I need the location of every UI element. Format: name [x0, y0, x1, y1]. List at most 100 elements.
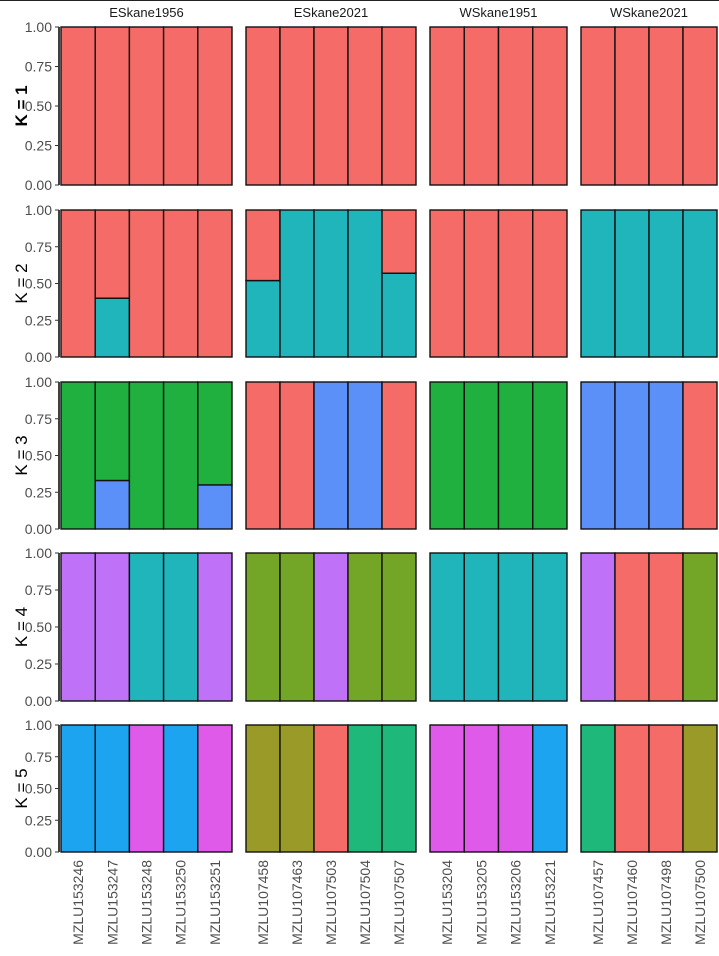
- row-label: K = 2: [12, 263, 31, 303]
- y-tick-label: 1.00: [25, 374, 52, 390]
- x-tick-label: MZLU107503: [323, 860, 339, 945]
- bar-segment-green: [162, 381, 199, 530]
- bar-segment-cyan: [429, 552, 465, 702]
- bar-segment-green: [532, 381, 568, 530]
- bar-segment-green: [463, 381, 500, 530]
- x-tick-label: MZLU107460: [624, 860, 640, 945]
- bar-segment-red: [128, 26, 165, 186]
- y-tick-label: 0.00: [25, 177, 52, 193]
- y-tick-label: 0.25: [25, 812, 52, 828]
- bar-segment-cyan: [532, 552, 568, 702]
- bar-segment-blue: [580, 381, 616, 530]
- bar-segment-cyan: [381, 272, 417, 358]
- bar-segment-red: [463, 26, 500, 186]
- bar-segment-red: [162, 26, 199, 186]
- y-tick-label: 0.25: [25, 484, 52, 500]
- facet-title: WSkane1951: [459, 5, 537, 20]
- bar-segment-purple: [94, 552, 131, 702]
- bar-segment-red: [532, 209, 568, 358]
- facet-title: ESkane1956: [109, 5, 183, 20]
- bar-segment-red: [682, 26, 718, 186]
- bar-segment-skyblue: [60, 724, 96, 853]
- x-tick-label: MZLU153247: [104, 860, 120, 945]
- x-tick-label: MZLU107504: [357, 860, 373, 945]
- bar-segment-olive: [381, 552, 417, 702]
- bar-segment-cyan: [279, 209, 315, 358]
- bar-segment-skyblue: [94, 724, 131, 853]
- bar-segment-mustard: [279, 724, 315, 853]
- bar-segment-purple: [313, 552, 349, 702]
- row-label: K = 5: [12, 768, 31, 808]
- bar-segment-magenta: [128, 724, 165, 853]
- bar-segment-magenta: [463, 724, 500, 853]
- row-label: K = 4: [12, 607, 31, 647]
- bar-segment-red: [497, 26, 534, 186]
- bar-segment-red: [381, 381, 417, 530]
- y-tick-label: 0.00: [25, 521, 52, 537]
- bar-segment-cyan: [313, 209, 349, 358]
- bar-segment-red: [279, 26, 315, 186]
- bar-segment-cyan: [347, 209, 383, 358]
- bar-segment-red: [197, 26, 233, 186]
- bar-segment-blue: [614, 381, 650, 530]
- bar-segment-cyan: [463, 552, 500, 702]
- y-tick-label: 1.00: [25, 717, 52, 733]
- bar-segment-magenta: [497, 724, 534, 853]
- bar-segment-red: [463, 209, 500, 358]
- bar-segment-cyan: [682, 209, 718, 358]
- bar-segment-red: [245, 381, 281, 530]
- bar-segment-purple: [197, 552, 233, 702]
- y-tick-label: 0.25: [25, 656, 52, 672]
- bar-segment-red: [245, 209, 281, 282]
- y-tick-label: 0.75: [25, 749, 52, 765]
- bar-segment-red: [60, 209, 96, 358]
- bar-segment-teal: [347, 724, 383, 853]
- bar-segment-red: [162, 209, 199, 358]
- bar-segment-cyan: [162, 552, 199, 702]
- bar-segment-red: [648, 724, 684, 853]
- y-tick-label: 0.75: [25, 239, 52, 255]
- bar-segment-red: [94, 26, 131, 186]
- bar-segment-red: [532, 26, 568, 186]
- bar-segment-cyan: [648, 209, 684, 358]
- bar-segment-red: [381, 26, 417, 186]
- bar-segment-mustard: [682, 724, 718, 853]
- bar-segment-red: [313, 724, 349, 853]
- bar-segment-blue: [313, 381, 349, 530]
- x-tick-label: MZLU107498: [658, 860, 674, 945]
- bar-segment-green: [94, 381, 131, 482]
- bar-segment-magenta: [429, 724, 465, 853]
- row-label: K = 1: [12, 85, 31, 126]
- bar-segment-red: [682, 381, 718, 530]
- x-tick-label: MZLU153250: [173, 860, 189, 945]
- bar-segment-red: [429, 26, 465, 186]
- bar-segment-green: [497, 381, 534, 530]
- top-border: [0, 0, 719, 1]
- bar-segment-olive: [347, 552, 383, 702]
- bar-segment-red: [128, 209, 165, 358]
- bar-segment-teal: [580, 724, 616, 853]
- bar-segment-red: [648, 26, 684, 186]
- bar-segment-red: [614, 552, 650, 702]
- bar-segment-red: [60, 26, 96, 186]
- y-tick-label: 0.50: [25, 619, 52, 635]
- y-tick-label: 0.25: [25, 138, 52, 154]
- x-tick-label: MZLU153248: [139, 860, 155, 945]
- y-tick-label: 1.00: [25, 19, 52, 35]
- bar-segment-red: [347, 26, 383, 186]
- bar-segment-green: [429, 381, 465, 530]
- bar-segment-green: [197, 381, 233, 486]
- y-tick-label: 0.50: [25, 448, 52, 464]
- x-tick-label: MZLU107500: [692, 860, 708, 945]
- x-tick-label: MZLU153206: [508, 860, 524, 945]
- bar-segment-blue: [648, 381, 684, 530]
- y-tick-label: 1.00: [25, 202, 52, 218]
- y-tick-label: 0.50: [25, 781, 52, 797]
- row-label: K = 3: [12, 435, 31, 475]
- y-tick-label: 0.75: [25, 411, 52, 427]
- bar-segment-red: [197, 209, 233, 358]
- x-tick-label: MZLU153221: [542, 860, 558, 945]
- bar-segment-red: [381, 209, 417, 274]
- bar-segment-purple: [60, 552, 96, 702]
